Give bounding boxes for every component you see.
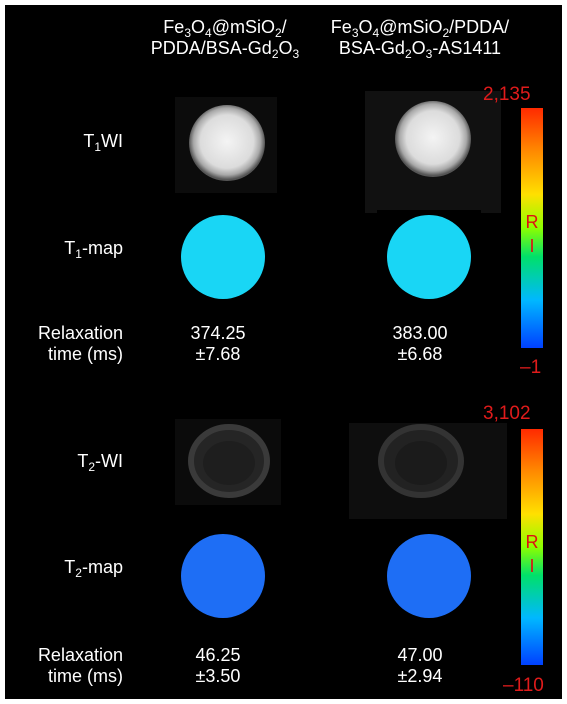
row-label-t1wi: T1WI [83,131,123,154]
colorbar-2-min: –110 [503,675,544,696]
t2-map-image-1 [171,529,275,623]
t2-value-2: 47.00 ±2.94 [397,645,443,686]
colorbar-2-label-i: I [529,556,535,576]
colorbar-2-label-r: R [525,532,539,552]
row-label-t2wi: T2-WI [77,451,123,474]
colorbar-1 [521,108,543,348]
row-label-relaxation-t2: Relaxation time (ms) [37,645,123,686]
colorbar-2 [521,429,543,665]
row-label-t1map: T1-map [64,238,123,261]
column-header-1-line2: PDDA/BSA-Gd2O3 [150,38,300,61]
t2wi-image-2 [349,423,507,519]
t2wi-image-1 [175,419,281,505]
colorbar-1-max: 2,135 [483,84,531,105]
t2-value-1: 46.25 ±3.50 [195,645,241,686]
t1-value-1: 374.25 ±7.68 [190,323,246,364]
row-label-t2map: T2-map [64,557,123,580]
colorbar-2-max: 3,102 [483,403,531,424]
t1wi-image-1 [175,97,277,193]
colorbar-1-label-i: I [529,236,535,256]
t2-map-image-2 [377,529,481,623]
t1-value-2: 383.00 ±6.68 [392,323,448,364]
column-header-2: Fe3O4@mSiO2/PDDA/ BSA-Gd2O3-AS1411 [305,17,535,61]
t1-map-image-2 [377,210,481,304]
t1-map-image-1 [171,210,275,304]
t1wi-image-2 [365,91,501,213]
column-header-1-line1: Fe3O4@mSiO2/ [163,17,287,40]
colorbar-1-min: –1 [520,357,542,378]
column-header-2-line1: Fe3O4@mSiO2/PDDA/ [330,17,510,40]
row-label-relaxation-t1: Relaxation time (ms) [37,323,123,364]
figure-panel: Fe3O4@mSiO2/ PDDA/BSA-Gd2O3 Fe3O4@mSiO2/… [5,5,562,699]
column-header-2-line2: BSA-Gd2O3-AS1411 [338,38,502,61]
colorbar-1-label-r: R [525,212,539,232]
column-header-1: Fe3O4@mSiO2/ PDDA/BSA-Gd2O3 [135,17,315,61]
